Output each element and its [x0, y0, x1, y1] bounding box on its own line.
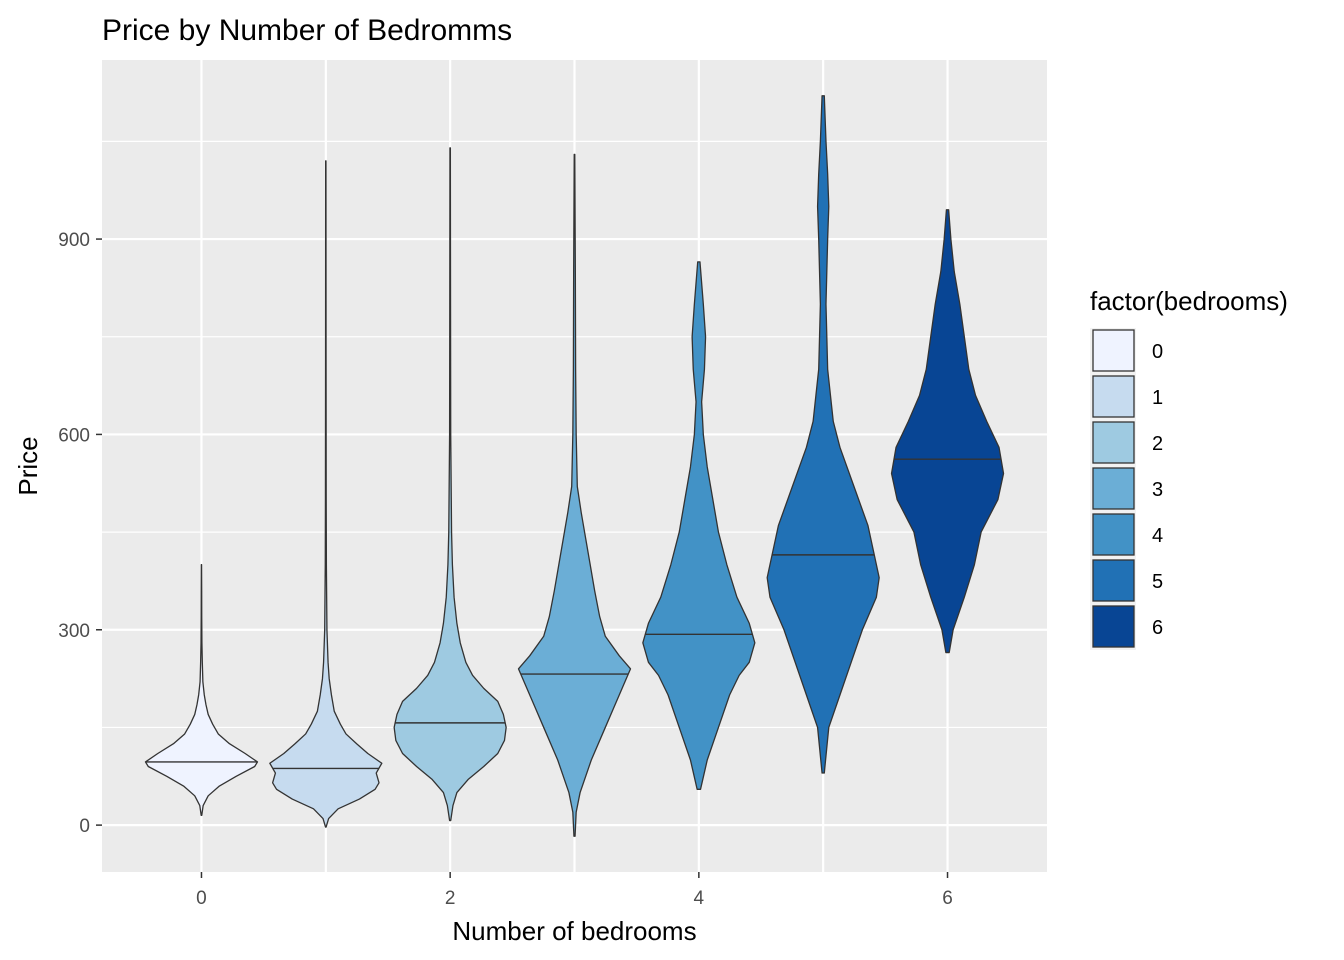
- legend-label-6: 6: [1152, 617, 1163, 639]
- y-axis-title: Price: [13, 436, 43, 495]
- chart-title: Price by Number of Bedromms: [102, 14, 512, 47]
- violin-2: [393, 147, 507, 822]
- x-tick-label: 0: [196, 888, 207, 909]
- legend-title: factor(bedrooms): [1090, 286, 1288, 316]
- legend: 0 1 2 3 4 5 6: [1090, 328, 1163, 650]
- legend-label-5: 5: [1152, 571, 1163, 593]
- legend-label-2: 2: [1152, 433, 1163, 455]
- legend-key-4: [1092, 513, 1135, 556]
- y-tick-label: 300: [58, 621, 90, 642]
- violin-3: [517, 153, 632, 837]
- violins: [144, 95, 1005, 837]
- legend-key-0: [1092, 329, 1135, 372]
- legend-key-3: [1092, 467, 1135, 510]
- y-axis: 0 300 600 900: [58, 230, 102, 837]
- violin-1: [269, 160, 383, 828]
- x-tick-label: 2: [445, 888, 456, 909]
- violin-4: [642, 261, 756, 790]
- legend-label-4: 4: [1152, 525, 1163, 547]
- violin-0: [144, 564, 259, 816]
- y-tick-label: 900: [58, 230, 90, 251]
- y-tick-label: 0: [79, 816, 90, 837]
- y-tick-label: 600: [58, 425, 90, 446]
- legend-key-2: [1092, 421, 1135, 464]
- legend-key-5: [1092, 559, 1135, 602]
- x-axis-title: Number of bedrooms: [452, 916, 696, 946]
- violin-5: [766, 95, 880, 774]
- x-tick-label: 4: [694, 888, 705, 909]
- legend-key-6: [1092, 605, 1135, 648]
- legend-label-1: 1: [1152, 387, 1163, 409]
- legend-key-1: [1092, 375, 1135, 418]
- x-axis: 0 2 4 6: [196, 872, 953, 909]
- legend-label-0: 0: [1152, 341, 1163, 363]
- x-tick-label: 6: [942, 888, 953, 909]
- violin-6: [890, 209, 1005, 654]
- legend-label-3: 3: [1152, 479, 1163, 501]
